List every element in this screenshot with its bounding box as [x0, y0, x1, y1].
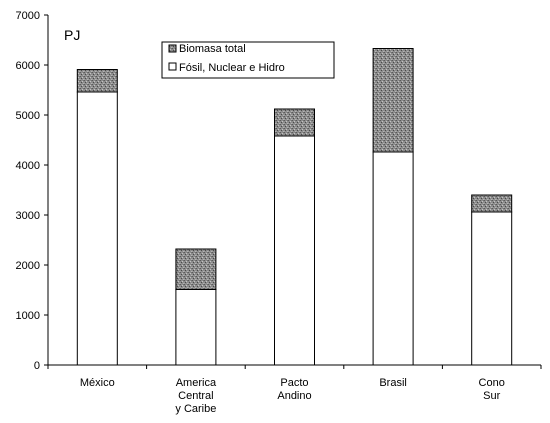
x-axis-ticks [47, 365, 542, 369]
x-category-label: Central [178, 390, 213, 402]
y-axis-ticks: 0 1000 2000 3000 4000 5000 6000 7000 [16, 10, 48, 372]
legend: Biomasa total Fósil, Nuclear e Hidro [161, 41, 335, 79]
legend-label-fosil: Fósil, Nuclear e Hidro [179, 62, 285, 74]
y-tick-label: 5000 [16, 110, 40, 122]
bar-segment-fosil [372, 151, 414, 366]
legend-box [161, 41, 335, 79]
legend-swatch-biomasa [168, 44, 177, 53]
bars [76, 48, 513, 366]
legend-label-biomasa: Biomasa total [179, 43, 246, 55]
bar-segment-biomasa [372, 48, 414, 153]
y-tick-label: 6000 [16, 60, 40, 72]
x-category-label: Brasil [379, 377, 407, 389]
y-tick-label: 3000 [16, 210, 40, 222]
y-tick-label: 2000 [16, 260, 40, 272]
y-tick-label: 1000 [16, 310, 40, 322]
y-tick-label: 7000 [16, 10, 40, 22]
x-category-label: Pacto [280, 377, 308, 389]
x-category-label: Cono [479, 377, 505, 389]
bar-segment-biomasa [76, 69, 118, 93]
bar-segment-biomasa [175, 248, 217, 290]
bar-segment-fosil [471, 211, 513, 366]
y-tick-label: 4000 [16, 160, 40, 172]
x-category-label: Sur [483, 390, 500, 402]
x-category-label: Andino [277, 390, 311, 402]
bar-segment-biomasa [471, 194, 513, 213]
y-axis-unit-label: PJ [64, 27, 80, 43]
bar-segment-fosil [274, 135, 315, 366]
y-tick-label: 0 [34, 360, 40, 372]
bar-segment-biomasa [274, 108, 315, 137]
legend-swatch-fosil [168, 62, 177, 71]
x-category-label: America [176, 377, 217, 389]
x-category-label: y Caribe [175, 403, 216, 415]
bar-segment-fosil [76, 91, 118, 366]
x-category-label: México [80, 377, 115, 389]
bar-segment-fosil [175, 289, 217, 366]
